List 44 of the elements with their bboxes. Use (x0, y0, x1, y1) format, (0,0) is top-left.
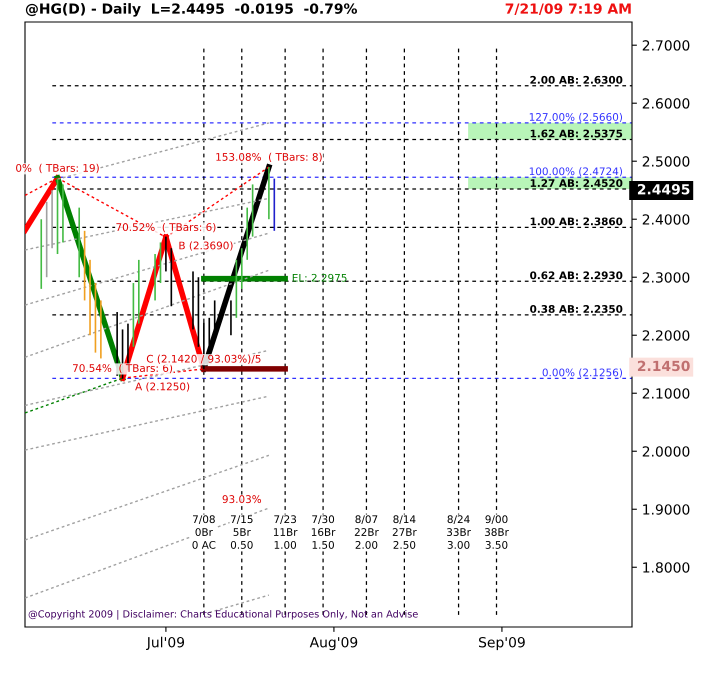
text: 2.1450 (638, 360, 690, 372)
y-tick-label: 2.4000 (642, 214, 690, 225)
annotation: B (2.3690) (179, 241, 233, 251)
ref-line-label: 2.00 AB: 2.6300 (530, 76, 622, 84)
annotation: 70.52% ( TBars: 6) (116, 222, 216, 232)
text: 2.4495 (638, 184, 690, 195)
x-tick-label: Sep'09 (479, 636, 525, 650)
y-tick-label: 2.0000 (642, 446, 690, 457)
y-tick-label: 2.3000 (642, 272, 690, 283)
x-tick-label: Jul'09 (146, 636, 184, 650)
y-tick-label: 2.1000 (642, 388, 690, 399)
ref-line-label: 0.00% (2.1256) (542, 368, 622, 378)
ref-line-label: 7/08 0Br 0 AC (192, 515, 216, 549)
annotation: 93.03% (222, 495, 262, 504)
annotation: 153.08% ( TBars: 8) (216, 152, 322, 162)
y-tick-label: 1.9000 (643, 504, 690, 515)
ref-line-label: 0.38 AB: 2.2350 (530, 305, 622, 313)
annotation: 70.54% ( TBars: 6) (72, 364, 172, 374)
y-tick-label: 2.5000 (642, 156, 690, 167)
ref-line-label: 8/14 27Br 2.50 (392, 515, 417, 549)
ref-line-label: 0.62 AB: 2.2930 (530, 271, 622, 280)
series-label: EL: 2.2975 (292, 274, 347, 282)
y-tick-label: 2.7000 (642, 40, 690, 51)
ref-line-label: 8/24 33Br 3.00 (447, 515, 471, 549)
y-tick-label: 2.6000 (642, 98, 690, 109)
ref-line-label: 7/15 5Br 0.50 (230, 515, 253, 549)
annotation: C (2.1420 / 93.03%)/5 (146, 354, 261, 364)
ref-line-label: 100.00% (2.4724) (530, 167, 622, 176)
annotation: 0% ( TBars: 19) (16, 164, 99, 174)
ref-line-label: 7/23 11Br 1.00 (274, 515, 298, 549)
y-tick-label: 1.8000 (643, 562, 690, 573)
ref-line-label: 127.00% (2.5660) (530, 112, 622, 122)
x-tick-label: Aug'09 (310, 636, 358, 650)
annotation: A (2.1250) (135, 382, 190, 392)
ref-line-label: 1.00 AB: 2.3860 (530, 217, 622, 226)
y-tick-label: 2.2000 (642, 330, 690, 341)
ref-line-label: 7/30 16Br 1.50 (312, 515, 336, 549)
ref-line-label: 9/00 38Br 3.50 (484, 515, 509, 549)
ref-line-label: 1.62 AB: 2.5375 (530, 130, 622, 138)
ref-line-label: 8/07 22Br 2.00 (354, 515, 379, 549)
annotation: @Copyright 2009 | Disclaimer: Charts Educational Purposes Only, Not an Advise (28, 610, 418, 620)
chart-subtitle: 7/21/09 7:19 AM (506, 3, 631, 15)
ref-line-label: 1.27 AB: 2.4520 (530, 179, 622, 188)
chart-title: @HG(D) - Daily L=2.4495 -0.0195 -0.79% (26, 3, 358, 17)
